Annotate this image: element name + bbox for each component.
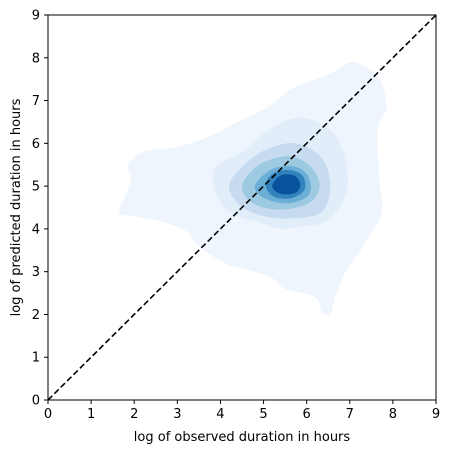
density-contours <box>119 61 387 316</box>
plot-frame <box>47 14 437 401</box>
y-tick-label: 6 <box>32 137 40 152</box>
y-tick-label: 5 <box>32 180 40 195</box>
y-tick-label: 2 <box>32 308 40 323</box>
x-tick-label: 4 <box>216 407 224 422</box>
x-axis-ticks: 0 1 2 3 4 5 6 7 8 9 <box>44 400 440 422</box>
y-tick-label: 0 <box>32 394 40 409</box>
x-tick-label: 0 <box>44 407 52 422</box>
y-axis-label: log of predicted duration in hours <box>9 98 24 316</box>
reference-line <box>47 14 437 401</box>
x-axis-label: log of observed duration in hours <box>134 430 351 445</box>
x-tick-label: 3 <box>173 407 181 422</box>
x-tick-label: 8 <box>389 407 397 422</box>
y-axis-ticks: 0 1 2 3 4 5 6 7 8 9 <box>32 9 48 409</box>
x-tick-label: 1 <box>87 407 95 422</box>
y-tick-label: 3 <box>32 265 40 280</box>
x-tick-label: 2 <box>130 407 138 422</box>
x-tick-label: 6 <box>303 407 311 422</box>
density-contour-level-7 <box>272 174 301 195</box>
y-tick-label: 1 <box>32 351 40 366</box>
x-tick-label: 7 <box>346 407 354 422</box>
x-tick-label: 5 <box>259 407 267 422</box>
x-tick-label: 9 <box>432 407 440 422</box>
y-tick-label: 9 <box>32 9 40 24</box>
y-tick-label: 8 <box>32 51 40 66</box>
y-tick-label: 7 <box>32 94 40 109</box>
y-tick-label: 4 <box>32 222 40 237</box>
